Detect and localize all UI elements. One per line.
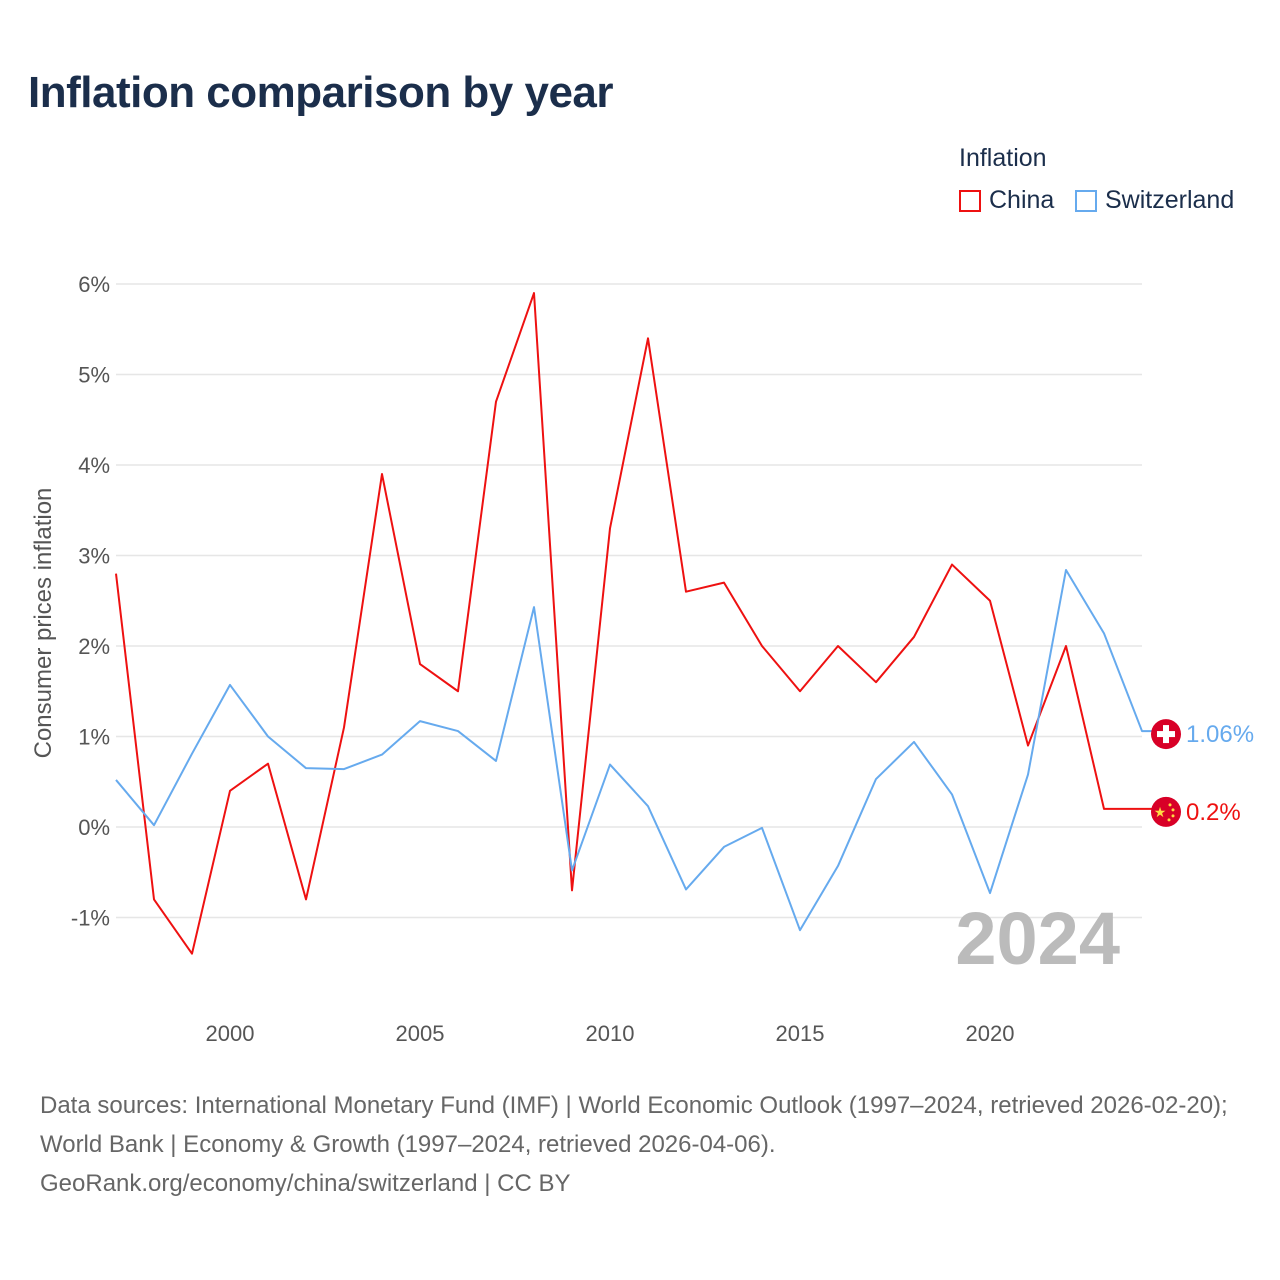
year-watermark: 2024 xyxy=(955,897,1120,980)
line-chart: -1% 0% 1% 2% 3% 4% 5% 6% 2000 2005 2010 2015 2020 C… xyxy=(30,272,1254,1046)
legend-swatch-switzerland xyxy=(1075,189,1097,212)
svg-text:★: ★ xyxy=(1154,804,1167,820)
y-tick-label: 4% xyxy=(78,453,110,478)
legend-label-switzerland: Switzerland xyxy=(1105,186,1235,214)
legend-item-china[interactable]: China xyxy=(959,186,1054,215)
source-link[interactable]: GeoRank.org/economy/china/switzerland | … xyxy=(40,1170,571,1197)
y-tick-label: 1% xyxy=(78,725,110,750)
china-flag-icon: ★ xyxy=(1151,796,1181,827)
series-line-switzerland[interactable] xyxy=(115,568,1160,932)
x-tick-label: 2010 xyxy=(586,1021,635,1046)
y-tick-label: 3% xyxy=(78,544,110,569)
x-tick-label: 2020 xyxy=(966,1021,1015,1046)
legend-title: Inflation xyxy=(959,144,1047,172)
x-tick-label: 2000 xyxy=(206,1021,255,1046)
end-label-china: 0.2% xyxy=(1186,799,1241,826)
chart-title: Inflation comparison by year xyxy=(28,68,614,117)
legend-item-switzerland[interactable]: Switzerland xyxy=(1075,186,1234,215)
x-tick-label: 2005 xyxy=(396,1021,445,1046)
source-text: Data sources: International Monetary Fun… xyxy=(40,1092,1228,1158)
end-label-switzerland: 1.06% xyxy=(1186,721,1254,748)
legend-swatch-china xyxy=(959,189,981,212)
y-tick-label: 6% xyxy=(78,272,110,297)
y-axis-label: Consumer prices inflation xyxy=(30,488,57,759)
x-tick-label: 2015 xyxy=(776,1021,825,1046)
switzerland-flag-icon xyxy=(1151,719,1181,750)
series-line-china[interactable] xyxy=(115,292,1160,955)
y-tick-label: -1% xyxy=(71,906,110,931)
legend-label-china: China xyxy=(989,186,1055,214)
y-tick-label: 5% xyxy=(78,363,110,388)
y-tick-label: 2% xyxy=(78,634,110,659)
data-source-note: Data sources: International Monetary Fun… xyxy=(40,1086,1250,1203)
y-tick-label: 0% xyxy=(78,815,110,840)
